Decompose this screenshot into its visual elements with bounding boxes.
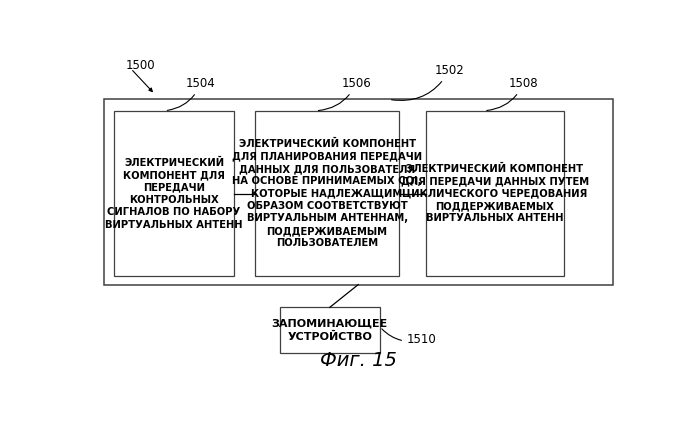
Bar — [103, 100, 613, 284]
Text: 1510: 1510 — [382, 329, 437, 346]
Text: 1504: 1504 — [167, 77, 216, 111]
Text: ЭЛЕКТРИЧЕСКИЙ КОМПОНЕНТ
ДЛЯ ПЛАНИРОВАНИЯ ПЕРЕДАЧИ
ДАННЫХ ДЛЯ ПОЛЬЗОВАТЕЛЯ
НА ОСН: ЭЛЕКТРИЧЕСКИЙ КОМПОНЕНТ ДЛЯ ПЛАНИРОВАНИЯ… — [232, 139, 422, 248]
Text: ЭЛЕКТРИЧЕСКИЙ КОМПОНЕНТ
ДЛЯ ПЕРЕДАЧИ ДАННЫХ ПУТЕМ
ЦИКЛИЧЕСКОГО ЧЕРЕДОВАНИЯ
ПОДДЕ: ЭЛЕКТРИЧЕСКИЙ КОМПОНЕНТ ДЛЯ ПЕРЕДАЧИ ДАН… — [401, 164, 589, 224]
Text: ЗАПОМИНАЮЩЕЕ
УСТРОЙСТВО: ЗАПОМИНАЮЩЕЕ УСТРОЙСТВО — [272, 319, 388, 341]
Text: 1500: 1500 — [125, 59, 155, 72]
Text: 1508: 1508 — [487, 77, 538, 111]
Bar — [280, 307, 380, 353]
Text: ЭЛЕКТРИЧЕСКИЙ
КОМПОНЕНТ ДЛЯ
ПЕРЕДАЧИ
КОНТРОЛЬНЫХ
СИГНАЛОВ ПО НАБОРУ
ВИРТУАЛЬНЫХ : ЭЛЕКТРИЧЕСКИЙ КОМПОНЕНТ ДЛЯ ПЕРЕДАЧИ КОН… — [106, 157, 243, 230]
Text: 1502: 1502 — [391, 64, 464, 100]
Bar — [426, 111, 564, 276]
Text: Фиг. 15: Фиг. 15 — [320, 351, 396, 370]
Bar — [115, 111, 233, 276]
Bar — [255, 111, 399, 276]
Text: 1506: 1506 — [318, 77, 371, 111]
